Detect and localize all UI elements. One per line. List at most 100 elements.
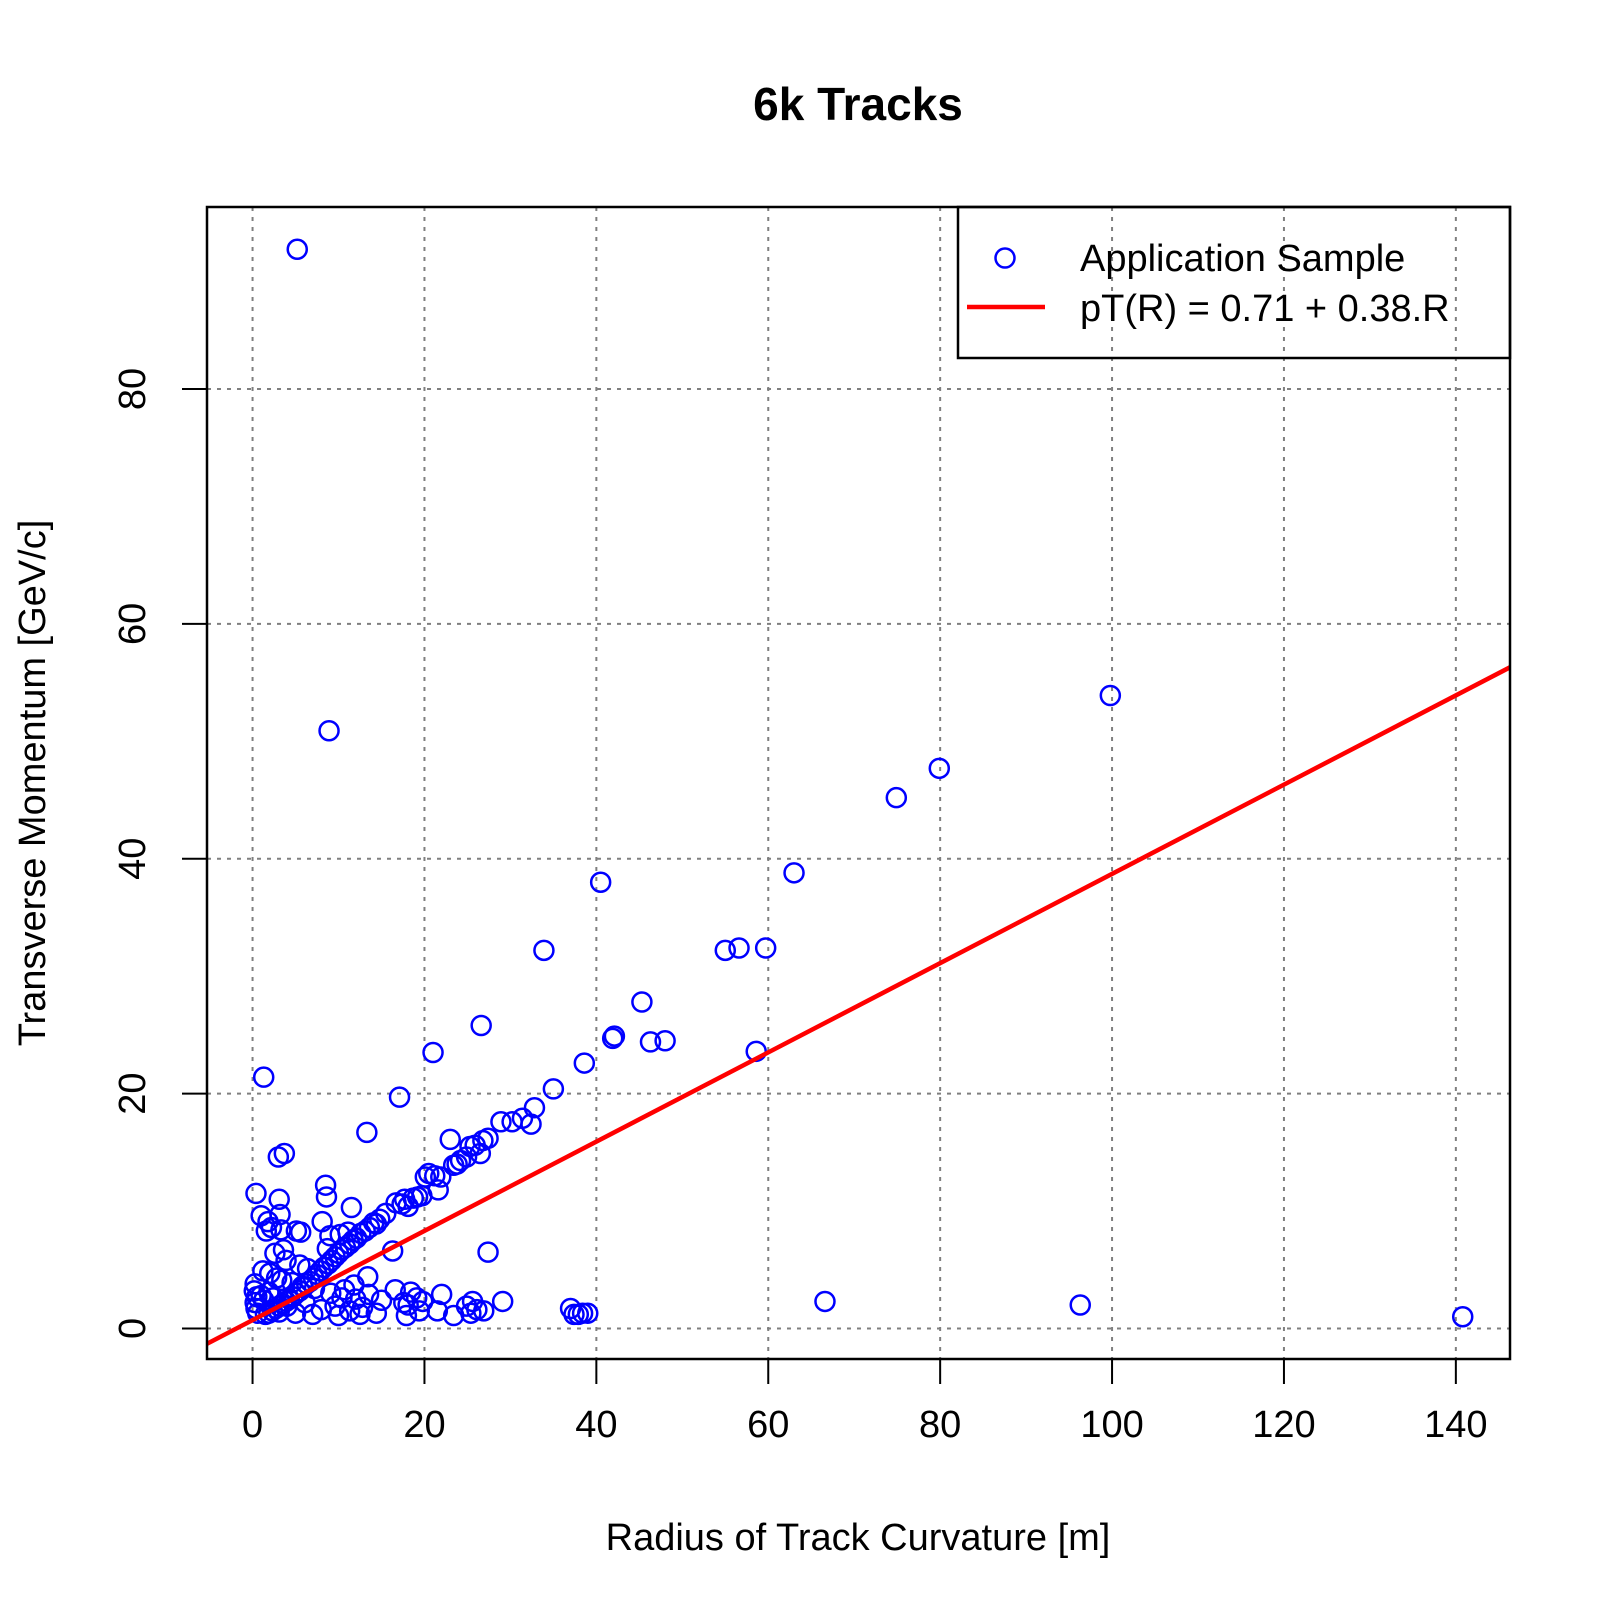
data-point bbox=[490, 1111, 512, 1133]
x-axis-label: Radius of Track Curvature [m] bbox=[606, 1517, 1111, 1559]
x-tick-label: 80 bbox=[919, 1404, 961, 1446]
data-point bbox=[466, 1298, 488, 1321]
grid bbox=[207, 207, 1510, 1359]
data-point bbox=[281, 1271, 303, 1294]
data-point bbox=[333, 1278, 356, 1301]
x-tick-label: 140 bbox=[1424, 1404, 1487, 1446]
data-point bbox=[639, 1031, 662, 1053]
data-point bbox=[491, 1290, 514, 1313]
data-point bbox=[442, 1304, 465, 1327]
data-point bbox=[338, 1300, 361, 1322]
data-point bbox=[469, 1142, 492, 1165]
y-tick-label: 60 bbox=[112, 603, 154, 645]
data-point bbox=[260, 1216, 283, 1239]
data-point bbox=[714, 939, 737, 962]
x-tick-label: 120 bbox=[1252, 1404, 1315, 1446]
data-point bbox=[264, 1242, 286, 1265]
data-point bbox=[439, 1128, 461, 1151]
x-tick-label: 100 bbox=[1080, 1404, 1143, 1446]
data-point bbox=[327, 1304, 350, 1327]
data-point bbox=[542, 1078, 565, 1100]
data-point bbox=[523, 1096, 546, 1119]
y-tick-label: 20 bbox=[112, 1072, 154, 1114]
x-tick-label: 40 bbox=[575, 1404, 617, 1446]
data-point bbox=[255, 1220, 278, 1242]
y-tick-label: 80 bbox=[112, 368, 154, 410]
legend-box bbox=[956, 205, 1512, 360]
plot-frame bbox=[205, 205, 1512, 1361]
fit-layer bbox=[207, 665, 1510, 1346]
y-axis: 0 20 40 60 80 bbox=[112, 368, 207, 1339]
data-point bbox=[314, 1174, 337, 1196]
data-point bbox=[783, 862, 805, 884]
data-point bbox=[754, 937, 777, 959]
data-point bbox=[349, 1303, 371, 1326]
data-point bbox=[571, 1302, 594, 1324]
data-point bbox=[388, 1086, 411, 1108]
data-point bbox=[267, 1146, 290, 1168]
data-point bbox=[928, 757, 951, 780]
data-point bbox=[728, 937, 750, 959]
y-tick-label: 40 bbox=[112, 838, 154, 880]
data-point bbox=[573, 1052, 596, 1074]
data-point bbox=[477, 1241, 499, 1263]
data-point bbox=[1451, 1305, 1474, 1328]
data-point bbox=[533, 939, 555, 962]
data-point bbox=[631, 991, 653, 1013]
data-point bbox=[430, 1166, 452, 1188]
data-point bbox=[268, 1188, 290, 1211]
data-point bbox=[470, 1014, 492, 1037]
data-point bbox=[245, 1182, 267, 1205]
data-point bbox=[814, 1290, 836, 1313]
data-point bbox=[301, 1303, 324, 1326]
data-point bbox=[316, 1237, 339, 1260]
y-axis-label: Transverse Momentum [GeV/c] bbox=[12, 520, 54, 1047]
legend-label-fit: pT(R) = 0.71 + 0.38.R bbox=[1080, 288, 1450, 330]
data-point bbox=[324, 1295, 346, 1317]
data-point bbox=[577, 1302, 599, 1324]
data-point bbox=[286, 238, 308, 261]
chart-title: 6k Tracks bbox=[753, 78, 963, 130]
fit-line bbox=[207, 665, 1510, 1346]
data-point bbox=[1069, 1294, 1092, 1316]
data-point bbox=[275, 1249, 297, 1272]
data-point bbox=[370, 1289, 393, 1312]
x-tick-label: 60 bbox=[747, 1404, 789, 1446]
data-point bbox=[601, 1027, 624, 1050]
data-point bbox=[397, 1195, 419, 1218]
data-point bbox=[365, 1302, 388, 1324]
x-axis: 0 20 40 60 80 100 120 140 bbox=[242, 1359, 1488, 1446]
data-point bbox=[395, 1304, 418, 1327]
data-point bbox=[430, 1283, 453, 1306]
x-tick-label: 0 bbox=[242, 1404, 263, 1446]
data-point bbox=[422, 1041, 444, 1064]
data-point bbox=[340, 1196, 363, 1219]
data-point bbox=[654, 1030, 676, 1052]
legend-marker-points bbox=[994, 247, 1016, 269]
data-point bbox=[315, 1186, 338, 1208]
data-point bbox=[318, 719, 340, 742]
plot-area bbox=[207, 238, 1510, 1346]
data-point bbox=[885, 786, 908, 809]
data-point bbox=[356, 1266, 379, 1288]
data-point bbox=[337, 1221, 359, 1243]
data-point bbox=[289, 1221, 312, 1243]
data-point bbox=[501, 1111, 523, 1133]
y-tick-label: 0 bbox=[112, 1318, 154, 1339]
data-point bbox=[271, 1269, 293, 1292]
points-layer bbox=[243, 238, 1474, 1328]
legend-label-points: Application Sample bbox=[1080, 238, 1405, 280]
data-point bbox=[442, 1154, 465, 1176]
data-point bbox=[356, 1121, 378, 1144]
data-point bbox=[252, 1066, 275, 1088]
data-point bbox=[320, 1282, 342, 1304]
data-point bbox=[473, 1300, 495, 1322]
data-point bbox=[511, 1107, 534, 1130]
data-point bbox=[284, 1302, 307, 1324]
data-point bbox=[258, 1281, 280, 1303]
x-tick-label: 20 bbox=[403, 1404, 445, 1446]
legend: Application Sample pT(R) = 0.71 + 0.38.R bbox=[956, 205, 1512, 360]
data-point bbox=[603, 1025, 626, 1047]
data-point bbox=[1099, 684, 1122, 707]
